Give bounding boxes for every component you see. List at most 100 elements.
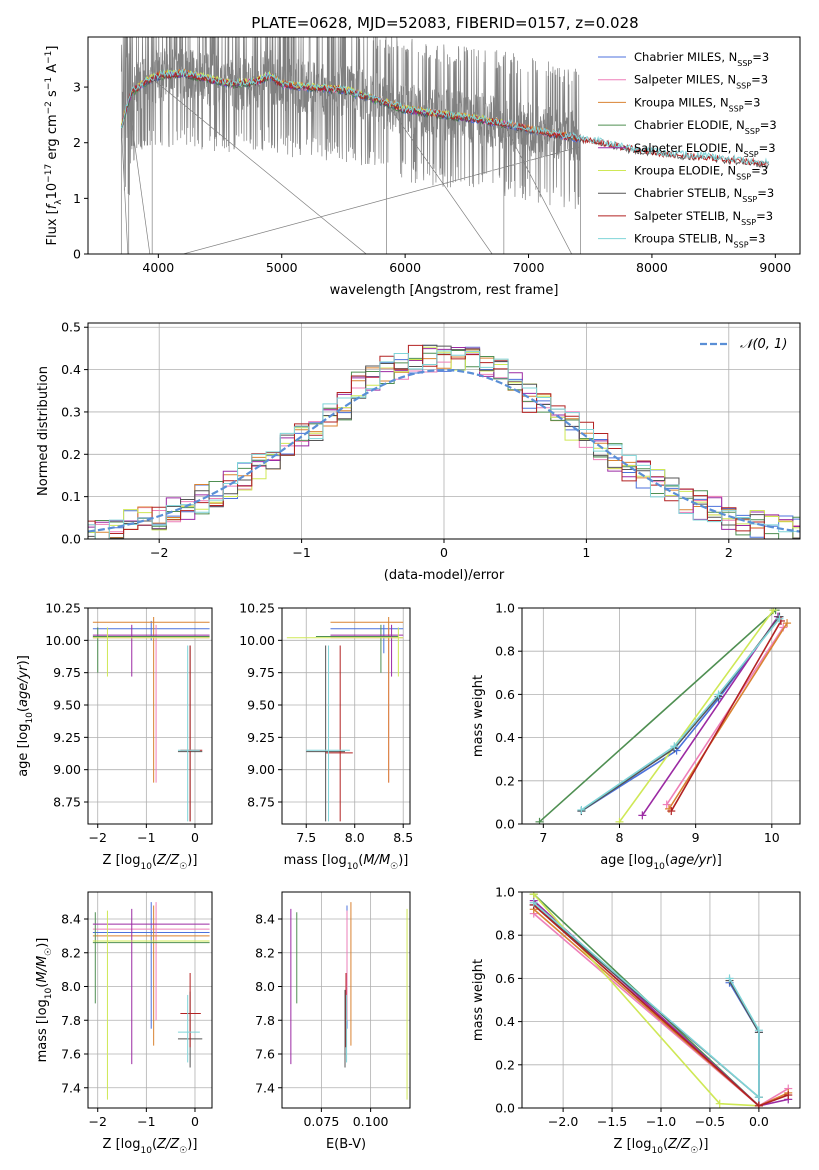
y-tick-label: 0 [73,247,81,262]
weight-marker [754,1101,763,1108]
y-axis-label: Normed distribution [36,366,51,496]
axes-frame [87,36,801,255]
x-tick-label: −0.5 [695,1114,725,1129]
legend-entry: Salpeter MILES, NSSP=3 [634,73,768,91]
legend-entry: Kroupa MILES, NSSP=3 [634,95,760,113]
x-tick-label: 7.5 [296,830,316,845]
weight-line [580,616,781,812]
weight-line [580,618,781,811]
weight-marker [670,742,679,751]
y-tick-label: 9.50 [53,698,81,713]
x-tick-label: 8 [616,830,624,845]
y-tick-label: 8.2 [255,945,275,960]
y-tick-label: 7.6 [255,1047,275,1062]
y-tick-label: 10.25 [45,601,81,616]
y-tick-label: 8.75 [247,795,275,810]
histogram-series [88,349,800,539]
x-tick-label: 4000 [142,260,174,275]
y-tick-label: 9.00 [53,762,81,777]
y-tick-label: 0.6 [495,687,515,702]
y-tick-label: 0.4 [495,730,515,745]
x-tick-label: −2 [89,830,107,845]
x-tick-label: 9000 [759,260,791,275]
x-axis-label: Z [log10(Z/Z☉)] [614,1137,709,1156]
legend-entry: Salpeter ELODIE, NSSP=3 [634,141,776,159]
panel-spectrum: 4000 5000 6000 7000 8000 9000 0 1 2 3 Chabrier MIL… [44,36,801,298]
x-tick-label: 1 [582,545,590,560]
weight-marker [577,805,586,814]
x-tick-label: 10 [764,830,780,845]
grid-age-mass [282,607,410,824]
weight-line [618,609,774,823]
weight-marker [715,1099,724,1108]
grid-mass-EBV [282,892,410,1108]
plot-area-age-Z [92,617,210,822]
plot-area-age-mass [286,617,404,822]
weight-marker [769,608,778,615]
panel-weight-Z: −2.0 −1.5 −1.0 −0.5 0.0 0.0 0.2 0.4 0.6 0.8 1.0 Z [… [471,885,801,1156]
plot-area-weight-age [535,608,792,824]
x-axis-label: Z [log10(Z/Z☉)] [103,1137,198,1156]
panel-age-mass: 7.5 8.0 8.5 8.75 9.00 9.25 9.50 9.75 10.00 10.25 m… [239,601,413,873]
y-tick-label: 9.50 [247,698,275,713]
weight-marker [535,817,544,824]
y-tick-label: 7.8 [61,1013,81,1028]
weight-line [670,620,782,812]
panel-weight-age: 7 8 9 10 0.0 0.2 0.4 0.6 0.8 1.0 age [log10(age/yr… [471,601,801,872]
legend-entry: 𝒩(0, 1) [740,337,787,352]
weight-marker [662,800,671,809]
y-tick-label: 1 [73,191,81,206]
x-tick-label: −2 [89,1114,107,1129]
x-tick-label: 0 [440,545,448,560]
panel-mass-Z: −2 −1 0 7.4 7.6 7.8 8.0 8.2 8.4 Z [log10(Z/Z☉)] ma… [35,891,213,1156]
weight-marker [754,1093,763,1102]
y-tick-label: 9.25 [247,730,275,745]
axes-frame [87,607,213,825]
y-tick-label: 3 [73,80,81,95]
y-tick-label: 1.0 [495,601,515,616]
figure-title: PLATE=0628, MJD=52083, FIBERID=0157, z=0… [251,14,638,32]
x-tick-label: −1 [137,830,155,845]
weight-line [666,627,784,805]
y-tick-label: 9.75 [53,665,81,680]
legend-entry: Chabrier MILES, NSSP=3 [634,50,769,68]
y-tick-label: 0.2 [61,447,81,462]
x-tick-label: 5000 [266,260,298,275]
x-tick-label: 0 [191,830,199,845]
y-tick-label: 0.0 [61,532,81,547]
y-tick-label: 0.1 [61,489,81,504]
histogram-series [88,350,800,539]
x-axis-label: Z [log10(Z/Z☉)] [103,853,198,872]
grid-mass-Z [88,892,212,1108]
x-tick-label: 7000 [513,260,545,275]
weight-marker [714,690,723,699]
histogram-series [88,346,800,539]
y-tick-label: 0.2 [495,1057,515,1072]
panel-residuals: −2 −1 0 1 2 0.0 0.1 0.2 0.3 0.4 0.5 𝒩(0, 1) (data-mo… [36,320,801,583]
legend-entry: Kroupa STELIB, NSSP=3 [634,232,765,250]
y-tick-label: 8.4 [255,912,275,927]
weight-marker [529,898,538,907]
y-tick-label: 7.4 [255,1080,275,1095]
x-axis-label: wavelength [Angstrom, rest frame] [330,283,559,298]
y-tick-label: 7.8 [255,1013,275,1028]
y-tick-label: 1.0 [495,885,515,900]
weight-marker [725,974,734,983]
legend-entry: Kroupa ELODIE, NSSP=3 [634,164,768,182]
weight-marker [784,1091,793,1100]
x-tick-label: 8.0 [345,830,365,845]
x-tick-label: −1 [137,1114,155,1129]
x-tick-label: 6000 [389,260,421,275]
legend-entry: Chabrier ELODIE, NSSP=3 [634,118,777,136]
y-tick-label: 9.00 [247,762,275,777]
x-tick-label: 0.100 [353,1114,389,1129]
y-tick-label: 0.8 [495,928,515,943]
axes-frame [281,891,411,1109]
x-axis-label: (data-model)/error [384,568,505,583]
y-tick-label: 10.00 [45,633,81,648]
y-tick-label: 0.8 [495,644,515,659]
gaussian-curve [88,368,800,533]
weight-marker [615,817,624,824]
y-tick-label: 9.25 [53,730,81,745]
